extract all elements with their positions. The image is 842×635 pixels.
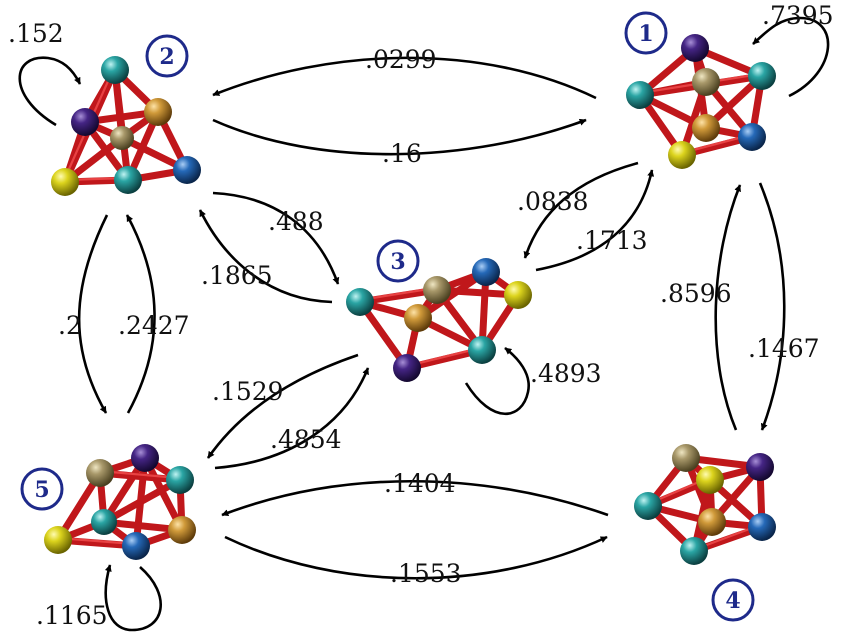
label-1-to-3: .0838 — [517, 187, 589, 216]
arrow-2-to-3 — [212, 191, 340, 285]
arrow-3-to-1 — [535, 169, 655, 272]
arrow-1-to-3 — [523, 161, 639, 259]
arrow-3-to-2 — [198, 209, 333, 304]
label-3-self: .4893 — [530, 359, 602, 388]
arrow-2-to-1 — [212, 118, 587, 156]
transition-labels: .152 .7395 .0299 .16 .488 .1865 .0838 .1… — [8, 1, 834, 630]
label-2-to-3: .488 — [268, 207, 324, 236]
state-label-5: 5 — [34, 477, 49, 503]
arrow-5-to-2 — [125, 214, 156, 414]
state-badge-4: 4 — [711, 578, 755, 622]
label-3-to-2: .1865 — [201, 261, 273, 290]
arrow-2-to-5 — [77, 214, 109, 414]
arrow-5-self — [104, 564, 162, 632]
cluster-1 — [626, 34, 776, 169]
state-badge-3: 3 — [376, 239, 420, 283]
label-5-to-4: .1553 — [390, 559, 462, 588]
arrow-2-self — [18, 56, 82, 127]
label-5-to-3: .4854 — [270, 425, 342, 454]
cluster-2 — [51, 56, 201, 196]
arrow-4-to-1 — [714, 184, 742, 431]
arrows — [18, 16, 830, 632]
arrow-1-to-4 — [758, 182, 786, 431]
label-1-to-4: .1467 — [748, 334, 820, 363]
label-2-to-5: .2 — [58, 311, 82, 340]
state-label-1: 1 — [638, 21, 653, 47]
state-badge-2: 2 — [145, 34, 189, 78]
label-4-to-1: .8596 — [660, 279, 732, 308]
label-5-self: .1165 — [36, 601, 108, 630]
state-label-2: 2 — [159, 44, 174, 70]
label-1-self: .7395 — [762, 1, 834, 30]
cluster-5 — [44, 444, 196, 560]
cluster-3 — [346, 258, 532, 382]
state-label-4: 4 — [725, 588, 740, 614]
state-badge-1: 1 — [624, 11, 668, 55]
label-4-to-5: .1404 — [384, 469, 456, 498]
arrow-1-self — [752, 16, 830, 98]
label-1-to-2: .0299 — [365, 45, 437, 74]
cluster-4 — [634, 444, 776, 565]
arrow-4-to-5 — [221, 480, 609, 517]
label-2-self: .152 — [8, 19, 64, 48]
label-3-to-5: .1529 — [212, 377, 284, 406]
arrow-1-to-2 — [212, 56, 597, 100]
arrow-3-self — [464, 346, 530, 415]
label-5-to-2: .2427 — [118, 311, 190, 340]
state-badge-5: 5 — [20, 467, 64, 511]
state-label-3: 3 — [390, 249, 405, 275]
arrow-5-to-3 — [214, 367, 370, 470]
arrow-3-to-5 — [206, 353, 359, 459]
arrow-5-to-4 — [224, 535, 608, 580]
label-2-to-1: .16 — [382, 139, 422, 168]
label-3-to-1: .1713 — [576, 226, 648, 255]
